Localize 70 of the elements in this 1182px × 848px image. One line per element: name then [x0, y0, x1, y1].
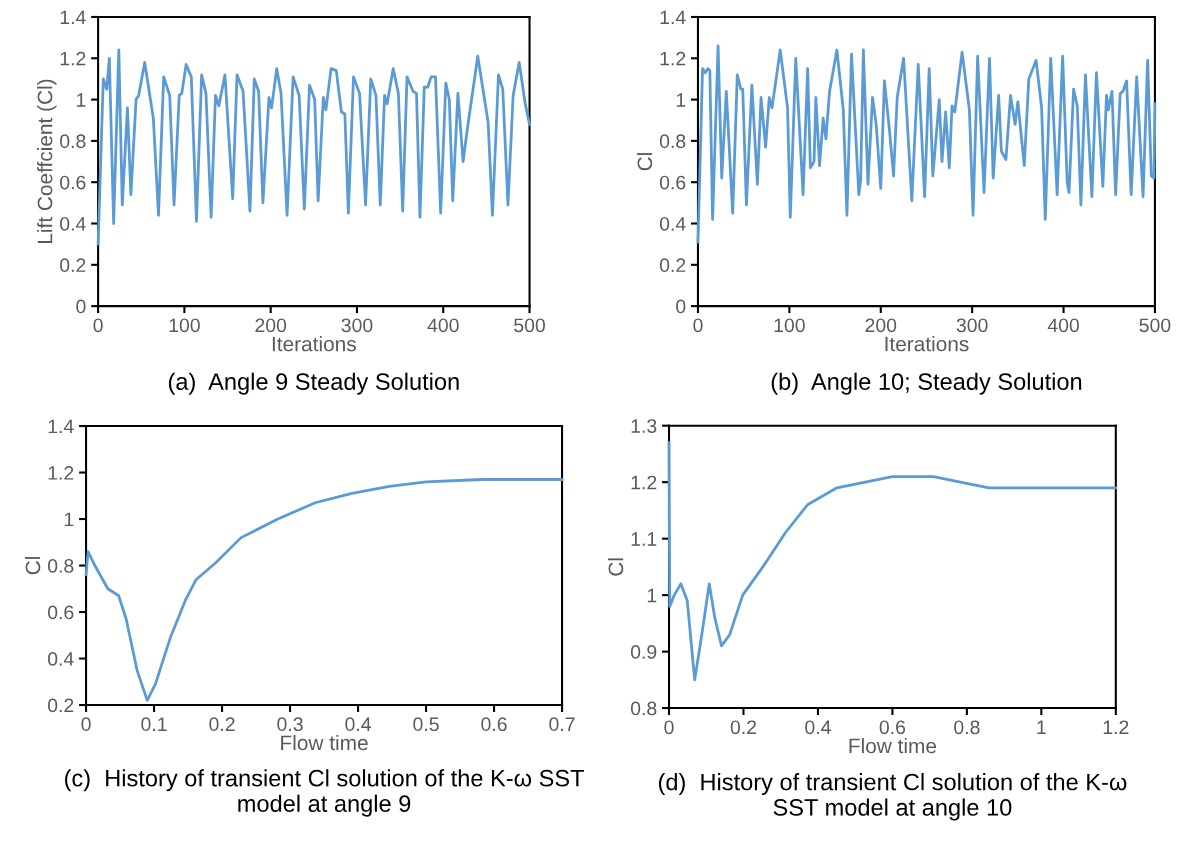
y-tick-label: 0.8 — [630, 701, 657, 716]
line-series — [667, 441, 1118, 682]
y-tick-label: 0.6 — [47, 605, 74, 620]
line-series — [84, 478, 564, 702]
y-tick-label: 1 — [76, 93, 86, 107]
x-tick-label: 0.4 — [805, 720, 831, 735]
x-tick-label: 0.2 — [730, 720, 757, 735]
x-tick-label: 1.2 — [1103, 720, 1129, 734]
x-tick-label: 400 — [427, 318, 459, 333]
y-tick-label: 0.6 — [60, 175, 86, 190]
x-axis-title: Iterations — [272, 336, 356, 352]
y-axis-title: Cl — [25, 557, 41, 575]
y-axis-title: Cl — [607, 558, 624, 576]
y-axis-title: Lift Coeffcient (Cl) — [37, 79, 57, 244]
y-tick-label: 1.4 — [48, 419, 74, 434]
x-tick-label: 0.8 — [954, 720, 980, 735]
y-tick-label: 0.4 — [659, 216, 686, 231]
x-tick-label: 0.1 — [141, 717, 167, 732]
y-tick-label: 1.4 — [60, 10, 86, 25]
y-tick-label: 1.2 — [60, 51, 86, 66]
line-series — [96, 48, 531, 246]
x-tick-label: 300 — [956, 318, 988, 333]
y-tick-label: 0.4 — [60, 216, 86, 231]
x-axis-title: Flow time — [281, 734, 368, 751]
x-tick-label: 100 — [169, 318, 200, 333]
x-tick-label: 0.6 — [481, 717, 507, 732]
x-tick-label: 0.5 — [413, 717, 439, 732]
y-tick-label: 0.2 — [659, 258, 686, 273]
x-tick-label: 200 — [865, 318, 897, 333]
y-tick-label: 0.6 — [659, 175, 686, 190]
y-tick-label: 1.2 — [660, 51, 686, 66]
y-tick-label: 0.2 — [47, 698, 74, 713]
y-tick-label: 1.1 — [631, 532, 657, 546]
y-tick-label: 1 — [647, 588, 657, 603]
x-tick-label: 0.7 — [549, 717, 575, 732]
y-tick-label: 0.8 — [659, 134, 686, 149]
x-tick-label: 200 — [255, 318, 287, 333]
y-tick-label: 0.8 — [47, 559, 74, 573]
x-tick-label: 500 — [1139, 318, 1171, 333]
y-tick-label: 1.3 — [631, 419, 657, 433]
x-axis-title: Flow time — [849, 738, 937, 754]
x-tick-label: 100 — [774, 318, 805, 333]
y-tick-label: 0 — [676, 299, 686, 314]
x-tick-label: 400 — [1047, 318, 1079, 333]
text: (c) History of transient Cl solution of the K-ω SST model at angle 9 — [65, 769, 585, 817]
text: (b) Angle 10; Steady Solution — [771, 372, 1082, 395]
x-tick-label: 300 — [341, 318, 373, 333]
y-tick-label: 0 — [76, 299, 86, 314]
x-tick-label: 0.2 — [209, 717, 235, 732]
y-tick-label: 1.4 — [660, 10, 686, 25]
y-tick-label: 1.2 — [48, 466, 74, 480]
y-tick-label: 1 — [64, 512, 74, 527]
x-tick-label: 0 — [93, 318, 103, 333]
x-tick-label: 500 — [514, 318, 545, 333]
x-tick-label: 0.3 — [277, 717, 303, 732]
x-tick-label: 1 — [1037, 720, 1046, 734]
x-axis-title: Iterations — [885, 336, 969, 352]
y-tick-label: 1 — [676, 93, 686, 107]
y-tick-label: 0.2 — [60, 258, 86, 273]
x-tick-label: 0.4 — [345, 717, 371, 732]
x-tick-label: 0.6 — [879, 720, 906, 735]
line-series — [696, 44, 1157, 244]
y-tick-label: 0.4 — [47, 652, 74, 666]
y-axis-title: Cl — [636, 153, 653, 171]
x-tick-label: 0 — [693, 318, 703, 333]
y-tick-label: 0.9 — [630, 645, 657, 659]
text: (a) Angle 9 Steady Solution — [168, 372, 459, 395]
y-tick-label: 0.8 — [60, 134, 86, 149]
text: (d) History of transient Cl solution of the K-ω SST model at angle 10 — [658, 773, 1127, 821]
y-tick-label: 1.2 — [631, 475, 657, 490]
